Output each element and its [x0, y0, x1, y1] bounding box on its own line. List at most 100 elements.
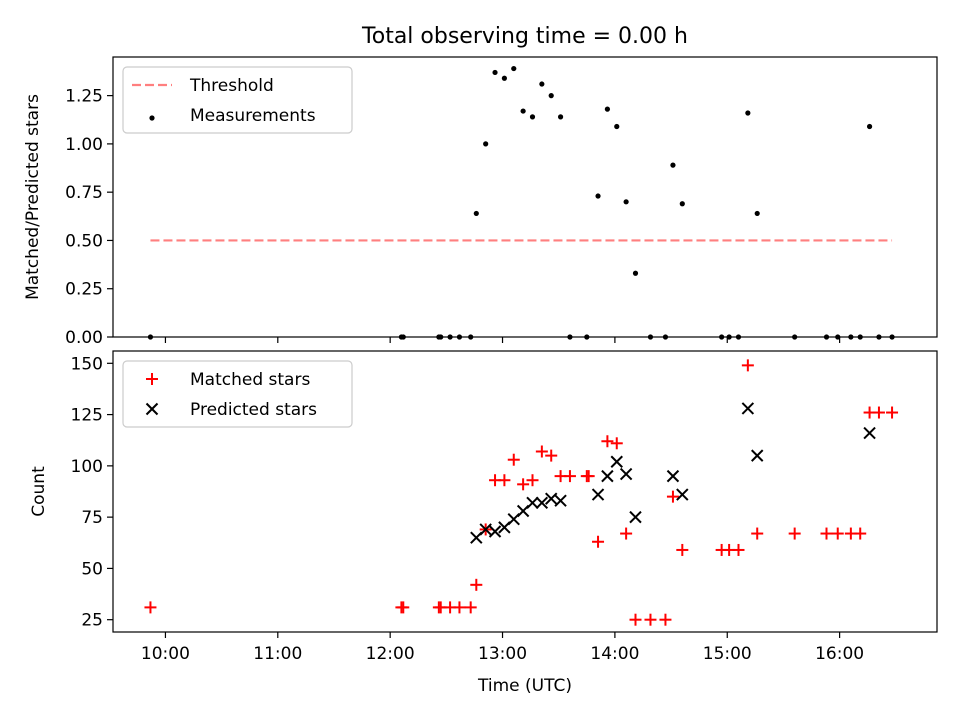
x-tick-label: 12:00 [366, 644, 415, 664]
matched-star-point [582, 470, 595, 483]
bottom-x-ticks: 10:00 11:00 12:00 13:00 14:00 15:00 16:00 [141, 632, 864, 664]
matched-star-point [397, 601, 410, 614]
predicted-star-point [545, 492, 558, 505]
x-marker-b [545, 492, 558, 505]
matched-star-point [741, 359, 754, 372]
measurement-point [548, 93, 554, 99]
bottom-y-axis-label: Count [29, 466, 49, 517]
matched-star-point [659, 613, 672, 626]
top-y-tick-label: 0.25 [65, 280, 103, 300]
matched-star-point [601, 435, 614, 448]
measurement-point [483, 141, 489, 147]
top-y-tick-label: 1.00 [65, 135, 103, 155]
top-legend-box [122, 66, 353, 134]
x-tick-label: 13:00 [478, 644, 527, 664]
top-y-axis-label: Matched/Predicted stars [23, 94, 43, 300]
measurement-point [529, 114, 536, 120]
chart-title: Total observing time = 0.00 h [361, 24, 688, 49]
predicted-star-point [863, 426, 876, 440]
matched-star-point [535, 445, 548, 458]
measurement-point [557, 114, 564, 120]
x-marker-b [601, 469, 614, 483]
bottom-y-tick-label: 75 [81, 508, 103, 528]
bottom-y-ticks: 25 50 75 100 125 150 [71, 354, 113, 631]
matched-star-point [629, 613, 642, 626]
predicted-star-point [751, 449, 764, 462]
measurement-point [604, 106, 611, 112]
predicted-star-point [601, 469, 614, 483]
x-marker-b [526, 496, 539, 509]
measurement-point [539, 81, 545, 87]
matched-star-point [666, 490, 679, 503]
top-y-ticks: 0.00 0.25 0.50 0.75 1.00 1.25 [65, 87, 113, 348]
legend-label: Predicted stars [190, 400, 317, 420]
measurement-point [501, 75, 507, 81]
measurement-point [492, 69, 498, 76]
bottom-y-tick-label: 125 [71, 406, 103, 426]
predicted-star-point [666, 469, 680, 483]
predicted-star-point [526, 496, 539, 509]
matched-star-point [517, 478, 530, 491]
matched-star-point [644, 613, 657, 626]
top-panel-ratio: 0.00 0.25 0.50 0.75 1.00 1.25 Matched/Predict… [23, 56, 938, 348]
measurement-point [754, 210, 760, 217]
x-marker-b [629, 510, 642, 524]
matched-star-point [886, 406, 899, 419]
bottom-legend-box [122, 360, 353, 428]
x-tick-label: 10:00 [141, 644, 190, 664]
legend-predicted-swatch [145, 402, 159, 416]
matched-star-point [751, 527, 764, 540]
matched-star-point [854, 527, 867, 540]
bottom-series-layer [144, 359, 899, 626]
predicted-star-point [479, 523, 492, 536]
measurement-point [866, 123, 873, 130]
measurement-point [745, 110, 751, 116]
matched-star-point [831, 527, 844, 540]
bottom-axes-frame [112, 350, 938, 633]
x-marker-b [488, 525, 502, 538]
measurement-point [679, 201, 685, 207]
bottom-y-tick-label: 100 [71, 457, 103, 477]
matched-star-point [676, 543, 689, 556]
top-x-ticks [164, 337, 841, 343]
matched-star-point [788, 527, 801, 540]
matched-star-point [453, 601, 466, 614]
x-marker-b [619, 467, 633, 481]
x-marker-b [554, 494, 567, 507]
bottom-legend: Matched stars Predicted stars [122, 360, 353, 428]
top-axes-frame [112, 56, 938, 338]
measurement-point [623, 199, 629, 205]
x-marker-b [863, 426, 876, 440]
bottom-x-axis-label: Time (UTC) [477, 676, 572, 696]
legend-label: Measurements [190, 106, 316, 126]
matched-star-point [464, 601, 477, 614]
bottom-panel-counts: 25 50 75 100 125 150 10:00 11:00 12:00 13:00 14:0… [29, 350, 938, 696]
x-marker-b [751, 449, 764, 462]
top-y-tick-label: 0.50 [65, 231, 103, 251]
top-y-tick-label: 0.00 [65, 328, 103, 348]
x-marker-b [610, 455, 623, 468]
predicted-star-point [535, 496, 549, 509]
matched-star-point [610, 437, 623, 450]
predicted-star-point [488, 525, 502, 538]
x-tick-label: 11:00 [253, 644, 302, 664]
measurement-point [520, 108, 526, 114]
bottom-y-tick-label: 50 [81, 559, 103, 579]
x-marker-b [676, 488, 689, 501]
bottom-y-tick-label: 25 [81, 611, 103, 631]
x-tick-label: 14:00 [590, 644, 639, 664]
x-tick-label: 15:00 [703, 644, 752, 664]
predicted-star-point [741, 402, 755, 415]
bottom-y-tick-label: 150 [71, 354, 103, 374]
predicted-star-point [629, 510, 642, 524]
matched-star-point [144, 601, 157, 614]
x-tick-label: 16:00 [815, 644, 864, 664]
predicted-star-point [610, 455, 623, 468]
matched-star-point [820, 527, 833, 540]
predicted-star-point [554, 494, 567, 507]
matched-star-point [563, 470, 576, 483]
legend-label: Threshold [189, 76, 274, 96]
legend-label: Matched stars [190, 370, 310, 390]
measurement-point [614, 123, 620, 130]
